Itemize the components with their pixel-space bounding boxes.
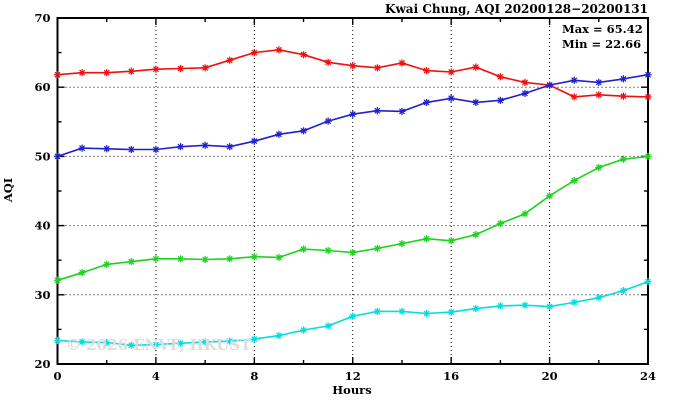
x-tick-label: 12: [345, 369, 361, 383]
x-tick-label: 0: [53, 369, 61, 383]
y-tick-label: 20: [34, 357, 50, 371]
watermark: © 2026 ENVF, HKUST: [66, 336, 252, 354]
x-tick-label: 24: [640, 369, 656, 383]
series-red-markers: [53, 46, 652, 101]
y-tick-label: 30: [34, 288, 50, 302]
x-tick-label: 20: [542, 369, 558, 383]
y-axis-label: AQI: [1, 177, 15, 203]
max-annotation: Max = 65.42: [562, 22, 643, 36]
y-tick-label: 60: [34, 80, 50, 94]
x-tick-label: 16: [443, 369, 459, 383]
y-tick-label: 40: [34, 219, 50, 233]
y-tick-label: 70: [34, 11, 50, 25]
x-tick-label: 8: [250, 369, 258, 383]
stats-annotation: Max = 65.42 Min = 22.66: [562, 22, 643, 52]
x-axis-label: Hours: [332, 383, 372, 397]
series-green-markers: [53, 152, 652, 284]
min-annotation: Min = 22.66: [562, 37, 642, 51]
x-tick-label: 4: [152, 369, 160, 383]
series-blue-markers: [53, 71, 652, 160]
y-tick-label: 50: [34, 149, 50, 163]
series-red-line: [57, 48, 649, 98]
series-cyan-markers: [53, 278, 652, 349]
chart-title: Kwai Chung, AQI 20200128−20200131: [385, 2, 648, 16]
